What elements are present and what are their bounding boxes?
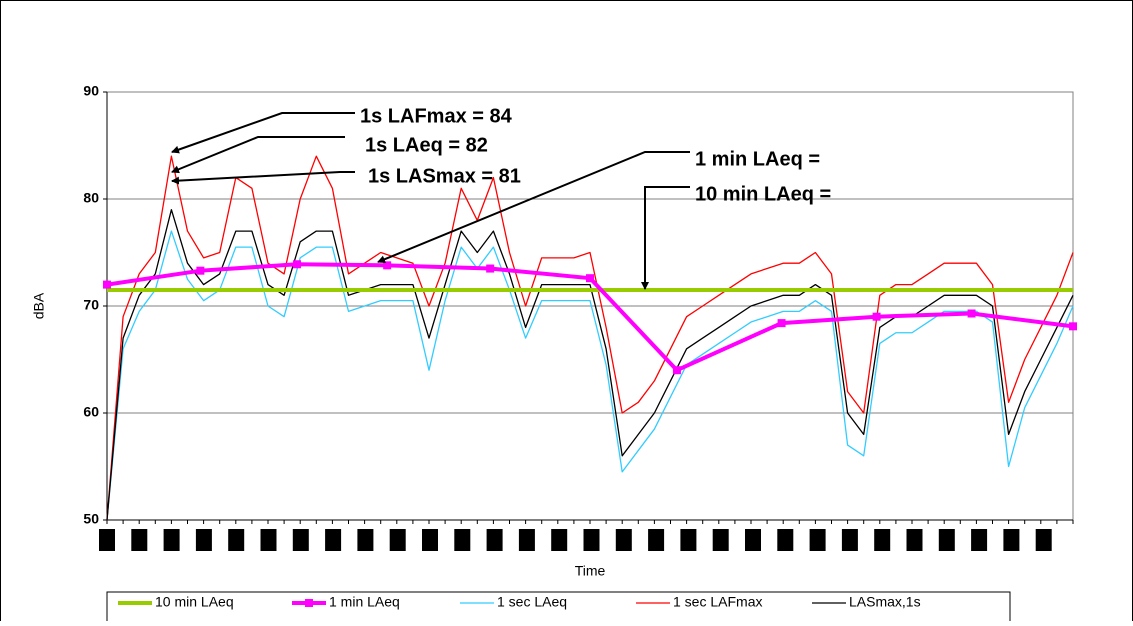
series-marker xyxy=(672,366,681,375)
x-tick-label-block xyxy=(422,529,438,551)
annotation-arrow xyxy=(171,112,355,154)
legend-label: LASmax,1s xyxy=(849,594,921,610)
series-marker xyxy=(103,280,111,289)
x-tick-label-block xyxy=(648,529,665,551)
x-tick-label-block xyxy=(745,529,761,551)
x-tick-label-block xyxy=(906,529,923,551)
x-tick-label-block xyxy=(131,529,148,551)
series-marker xyxy=(1069,322,1077,331)
x-tick-label-block xyxy=(615,529,632,551)
annotation-arrow xyxy=(641,186,690,290)
annotation-arrow xyxy=(171,136,345,174)
y-tick-label: 60 xyxy=(83,404,99,420)
series-marker xyxy=(777,319,786,328)
series-marker xyxy=(586,274,594,283)
x-tick-label-block xyxy=(938,529,955,551)
x-tick-label-block xyxy=(260,529,277,551)
x-tick-label-block xyxy=(292,529,309,551)
x-tick-label-block xyxy=(163,529,180,551)
annotation: 1s LASmax = 81 xyxy=(368,165,521,187)
x-tick-label-block xyxy=(389,529,406,551)
x-tick-label-block xyxy=(99,529,115,551)
series-marker xyxy=(383,261,392,270)
x-tick-label-block xyxy=(874,529,891,551)
series-marker xyxy=(486,264,495,273)
x-tick-label-block xyxy=(583,529,600,551)
legend-label: 10 min LAeq xyxy=(155,594,234,610)
x-tick-label-block xyxy=(1035,529,1052,551)
annotation-arrow xyxy=(171,171,355,185)
y-tick-label: 70 xyxy=(83,297,99,313)
annotation-arrow xyxy=(377,151,690,264)
x-tick-label-block xyxy=(357,529,374,551)
legend-label: 1 sec LAeq xyxy=(497,594,567,610)
series-line xyxy=(106,230,1074,521)
legend-marker xyxy=(305,599,313,607)
x-tick-label-block xyxy=(518,529,535,551)
annotation: 1s LAFmax = 84 xyxy=(360,105,513,127)
annotation: 1s LAeq = 82 xyxy=(365,134,488,156)
x-tick-label-block xyxy=(454,529,471,551)
x-tick-label-block xyxy=(325,529,342,551)
y-axis-label: dBA xyxy=(31,292,47,319)
series-marker xyxy=(292,260,301,269)
series-marker xyxy=(872,312,881,321)
legend-box xyxy=(106,591,1011,626)
x-axis-label: Time xyxy=(575,563,606,579)
x-tick-label-block xyxy=(486,529,503,551)
series-marker xyxy=(967,309,976,318)
x-tick-label-block xyxy=(809,529,826,551)
x-tick-label-block xyxy=(551,529,568,551)
x-tick-label-block xyxy=(971,529,988,551)
y-tick-label: 50 xyxy=(83,511,99,527)
x-tick-label-block xyxy=(777,529,794,551)
x-tick-label-block xyxy=(712,529,729,551)
legend-label: 1 min LAeq xyxy=(329,594,400,610)
x-tick-label-block xyxy=(841,529,858,551)
y-tick-label: 90 xyxy=(83,83,99,99)
series-marker xyxy=(196,266,205,275)
x-tick-label-block xyxy=(680,529,697,551)
series-line xyxy=(106,155,1074,521)
x-tick-label-block xyxy=(195,529,212,551)
annotation: 10 min LAeq = xyxy=(695,183,831,205)
legend-label: 1 sec LAFmax xyxy=(673,594,762,610)
y-tick-label: 80 xyxy=(83,190,99,206)
x-tick-label-block xyxy=(1003,529,1020,551)
annotation: 1 min LAeq = xyxy=(695,148,820,170)
x-tick-label-block xyxy=(228,529,245,551)
